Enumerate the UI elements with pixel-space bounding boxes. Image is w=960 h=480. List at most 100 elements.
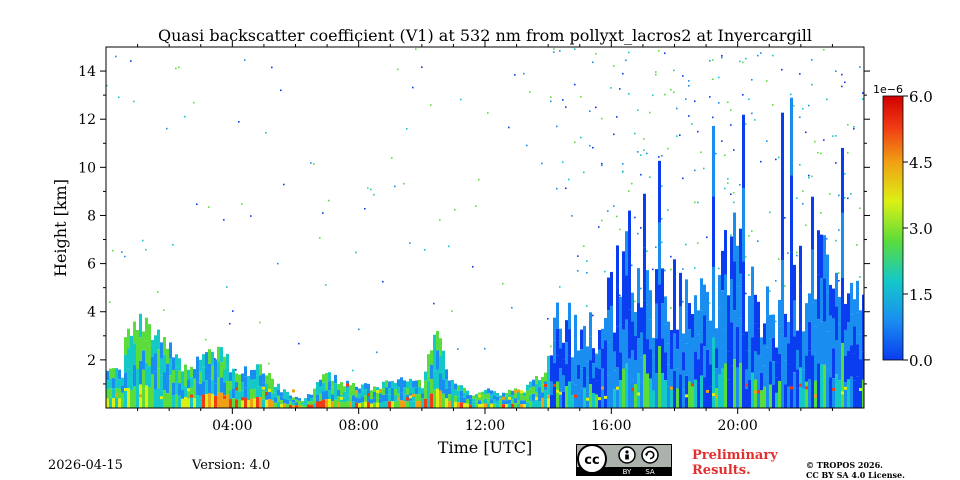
noise-point xyxy=(733,201,735,204)
heatmap-cell xyxy=(244,387,247,398)
heatmap-cell xyxy=(454,401,457,408)
heatmap-cell xyxy=(664,296,667,325)
noise-point xyxy=(727,182,729,184)
noise-point xyxy=(739,183,741,186)
heatmap-cell xyxy=(229,390,232,400)
heatmap-cell xyxy=(805,386,808,390)
heatmap-cell xyxy=(220,347,223,363)
heatmap-cell xyxy=(613,351,616,371)
heatmap-cell xyxy=(790,386,793,390)
noise-point xyxy=(553,48,555,50)
heatmap-cell xyxy=(661,338,664,374)
heatmap-cell xyxy=(115,368,118,379)
heatmap-cell xyxy=(169,358,172,376)
noise-point xyxy=(670,89,672,91)
heatmap-cell xyxy=(568,302,571,330)
heatmap-cell xyxy=(646,304,649,340)
heatmap-cell xyxy=(616,386,619,390)
heatmap-cell xyxy=(139,360,142,385)
noise-point xyxy=(730,234,732,236)
heatmap-cell xyxy=(829,315,832,347)
heatmap-cell xyxy=(121,377,124,386)
heatmap-cell xyxy=(832,288,835,319)
heatmap-cell xyxy=(691,384,694,408)
noise-point xyxy=(727,101,729,104)
heatmap-cell xyxy=(436,331,439,351)
heatmap-cell xyxy=(784,384,787,408)
heatmap-cell xyxy=(859,310,862,335)
noise-point xyxy=(478,178,480,181)
heatmap-cell xyxy=(235,399,238,408)
heatmap-cell xyxy=(691,383,694,387)
heatmap-cell xyxy=(136,388,139,408)
heatmap-cell xyxy=(325,399,328,408)
heatmap-cell xyxy=(340,382,343,389)
noise-point xyxy=(565,187,567,190)
heatmap-cell xyxy=(400,377,403,385)
heatmap-cell xyxy=(613,389,616,408)
heatmap-cell xyxy=(721,329,724,369)
heatmap-cell xyxy=(706,378,709,408)
heatmap-cell xyxy=(577,364,580,380)
heatmap-cell xyxy=(376,402,379,408)
heatmap-cell xyxy=(364,401,367,408)
heatmap-cell xyxy=(205,366,208,381)
y-axis: 2 4 6 8 10 12 14 xyxy=(78,64,870,385)
heatmap-cell xyxy=(685,375,688,408)
heatmap-cell xyxy=(334,383,337,392)
noise-point xyxy=(214,358,216,360)
heatmap-cell xyxy=(229,381,232,391)
heatmap-cell xyxy=(661,268,664,304)
heatmap-cell xyxy=(502,392,505,397)
noise-point xyxy=(448,245,450,248)
heatmap-cell xyxy=(556,328,559,356)
heatmap-cell xyxy=(535,391,538,400)
x-axis-label: Time [UTC] xyxy=(438,438,532,457)
heatmap-cell xyxy=(235,373,238,383)
heatmap-cell xyxy=(526,384,529,391)
heatmap-cell xyxy=(637,392,640,396)
heatmap-cell xyxy=(583,366,586,388)
heatmap-cell xyxy=(730,236,733,280)
noise-point xyxy=(805,131,807,134)
heatmap-cell xyxy=(820,277,823,322)
heatmap-cell xyxy=(235,390,238,400)
heatmap-cell xyxy=(307,397,310,402)
heatmap-cell xyxy=(634,312,637,337)
heatmap-cell xyxy=(319,386,322,394)
heatmap-cell xyxy=(499,404,502,408)
heatmap-cell xyxy=(784,313,787,338)
noise-point xyxy=(799,116,801,119)
noise-point xyxy=(814,140,816,143)
heatmap-cell xyxy=(757,354,760,382)
heatmap-cell xyxy=(322,382,325,392)
noise-point xyxy=(745,57,747,60)
noise-point xyxy=(766,80,768,82)
noise-point xyxy=(670,307,672,309)
heatmap-cell xyxy=(739,228,742,274)
noise-point xyxy=(697,201,699,204)
heatmap-cell xyxy=(643,247,646,301)
heatmap-cell xyxy=(841,391,844,395)
heatmap-cell xyxy=(418,393,421,401)
noise-point xyxy=(799,73,801,75)
noise-point xyxy=(832,135,834,137)
heatmap-cell xyxy=(862,379,864,408)
heatmap-cell xyxy=(529,381,532,389)
heatmap-cell xyxy=(850,282,853,315)
heatmap-cell xyxy=(253,388,256,399)
heatmap-cell xyxy=(433,334,436,354)
heatmap-cell xyxy=(370,390,373,395)
heatmap-cell xyxy=(382,394,385,402)
heatmap-cell xyxy=(289,401,292,405)
heatmap-cell xyxy=(112,378,115,389)
heatmap-cell xyxy=(787,321,790,344)
heatmap-cell xyxy=(688,329,691,356)
heatmap-cell xyxy=(772,337,775,362)
noise-point xyxy=(742,94,744,96)
heatmap-cell xyxy=(469,398,472,402)
heatmap-cell xyxy=(556,355,559,382)
noise-point xyxy=(376,351,378,354)
heatmap-cell xyxy=(250,388,253,399)
heatmap-cell xyxy=(817,319,820,364)
